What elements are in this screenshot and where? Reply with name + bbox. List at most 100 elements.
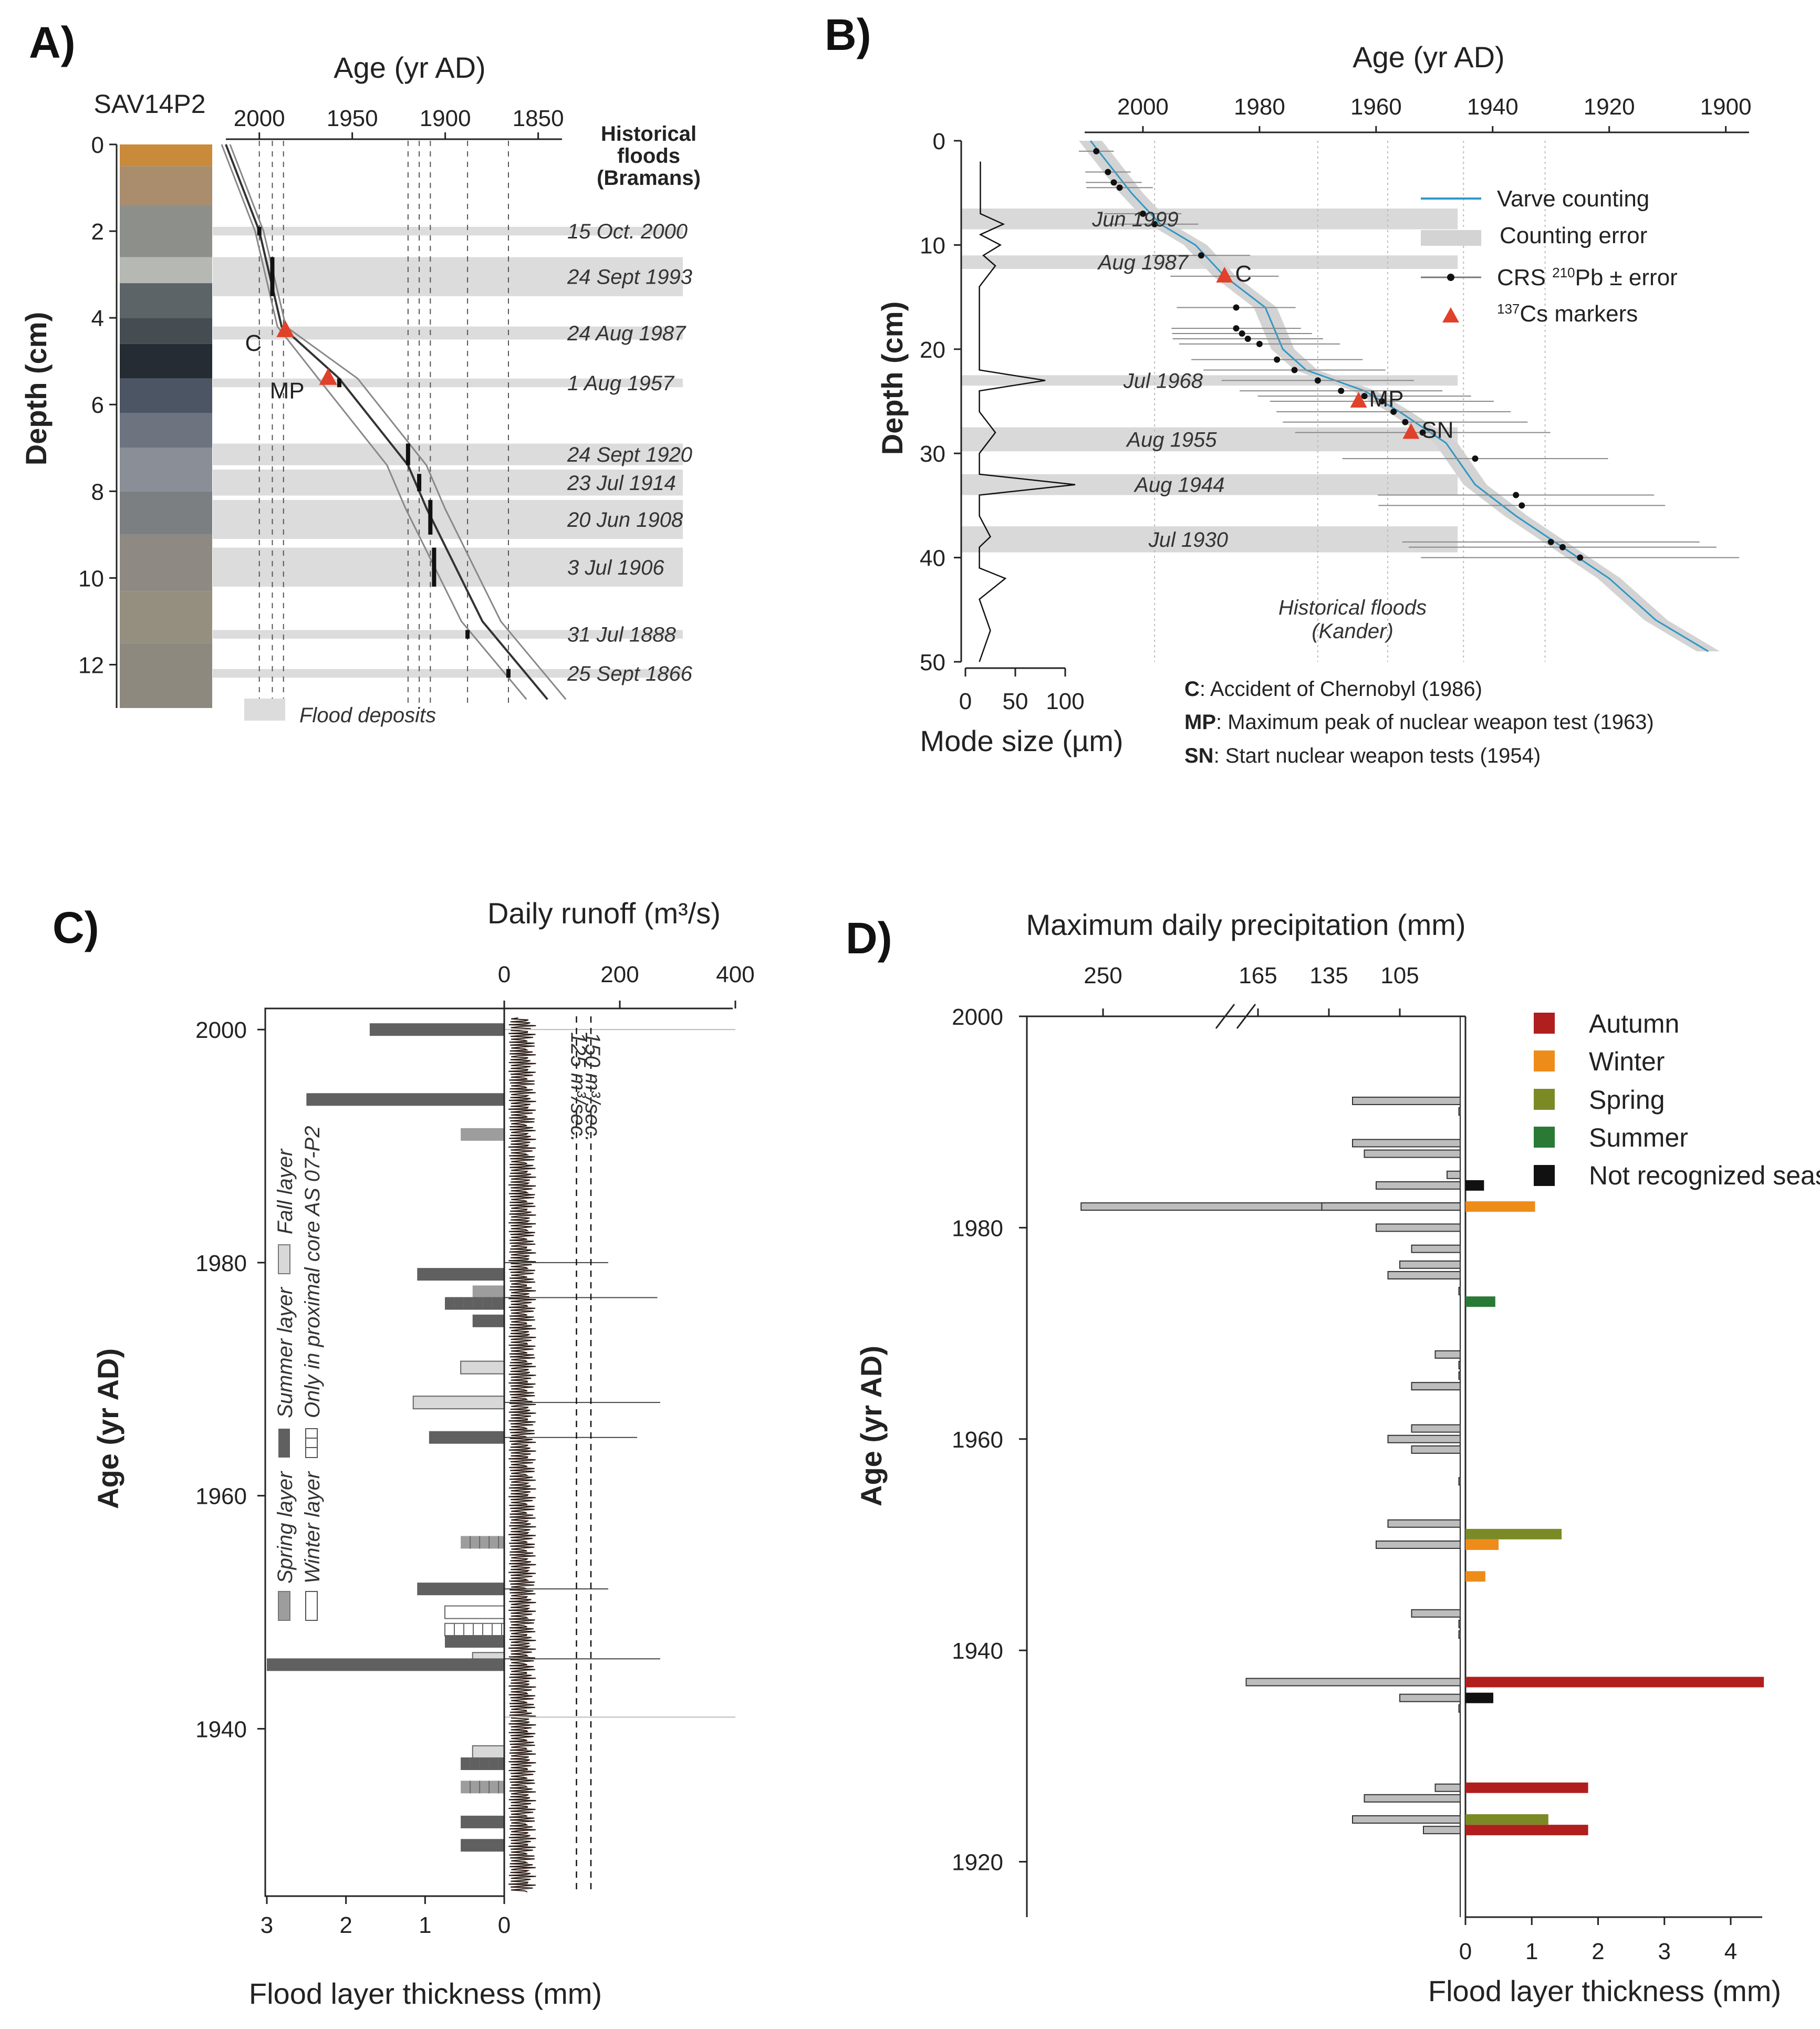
panel-d-ylabel: Age (yr AD) <box>855 1346 888 1506</box>
legend-error-label: Counting error <box>1500 223 1647 248</box>
flood-band <box>961 208 1458 230</box>
y-tick-label: 30 <box>920 441 945 467</box>
precip-bar <box>1411 1244 1461 1253</box>
flood-label: Jul 1968 <box>1123 369 1203 392</box>
panel-a-core-label: SAV14P2 <box>93 89 205 119</box>
core-strip <box>120 283 212 318</box>
flood-label: 24 Sept 1993 <box>567 266 692 289</box>
core-strip <box>120 534 212 591</box>
age-depth-lower-bound <box>221 144 527 700</box>
y-tick-label: 2 <box>91 219 104 245</box>
precip-bar <box>1411 1382 1461 1391</box>
flood-label: Aug 1955 <box>1126 428 1217 451</box>
core-strip <box>120 166 212 205</box>
legend-fall-label: Fall layer <box>274 1148 297 1234</box>
flood-band <box>961 526 1458 553</box>
thickness-tick-label: 1 <box>1525 1939 1538 1964</box>
flood-deposits-swatch <box>244 699 285 721</box>
panel-b-age-depth: C MP SN <box>1078 140 1740 652</box>
legend-crs-label: CRS 210Pb ± error <box>1497 265 1678 290</box>
legend-title-line-2: floods <box>617 144 680 168</box>
crs-point <box>1233 304 1240 311</box>
y-tick-label: 1980 <box>195 1251 247 1276</box>
core-strip <box>120 318 212 344</box>
y-tick-label: 8 <box>91 479 104 505</box>
age-depth-upper-bound <box>229 144 567 700</box>
legend-crs-prefix: CRS <box>1497 265 1552 290</box>
y-tick-label: 10 <box>920 233 945 258</box>
thickness-tick-label: 2 <box>339 1912 352 1938</box>
legend-fall-swatch <box>278 1244 290 1274</box>
precip-bar <box>1411 1445 1461 1454</box>
legend-winter-swatch <box>305 1591 318 1621</box>
flood-deposits-label: Flood deposits <box>299 704 436 727</box>
y-tick-label: 0 <box>91 132 104 158</box>
panel-a-ylabel: Depth (cm) <box>19 312 53 465</box>
legend-pb-isotope: 210 <box>1552 265 1575 280</box>
thickness-tick-label: 0 <box>1459 1939 1472 1964</box>
precip-bar <box>1387 1434 1461 1443</box>
crs-point <box>1198 252 1204 259</box>
thickness-bar <box>1465 1814 1548 1825</box>
legend-cs-swatch <box>1442 307 1459 322</box>
flood-label: 3 Jul 1906 <box>567 556 664 579</box>
legend-winter-swatch <box>1534 1050 1555 1071</box>
y-tick-label: 20 <box>920 337 945 363</box>
runoff-tick-label: 400 <box>716 962 754 987</box>
panel-a-core-photo <box>120 144 212 708</box>
crs-point <box>1291 367 1298 373</box>
crs-point <box>1244 335 1251 342</box>
thickness-tick-label: 3 <box>261 1912 273 1938</box>
crs-point <box>1519 502 1525 509</box>
note-c: C: Accident of Chernobyl (1986) <box>1184 678 1482 701</box>
y-tick-label: 50 <box>920 650 945 675</box>
thickness-bar <box>417 1583 504 1596</box>
crs-point <box>1274 356 1281 363</box>
note-c-key: C <box>1184 678 1200 701</box>
flood-label: 25 Sept 1866 <box>567 662 693 685</box>
runoff-tick-label: 0 <box>498 962 511 987</box>
panel-d-bars <box>1465 1180 1764 1836</box>
x-tick-label: 1900 <box>420 106 471 131</box>
precip-bar <box>1434 1350 1461 1359</box>
core-strip <box>120 144 212 167</box>
precip-bar <box>1458 1477 1461 1486</box>
panel-b: B) Age (yr AD) 2000 1980 1960 1940 1920 1900 … <box>825 10 1752 767</box>
core-strip <box>120 413 212 448</box>
precip-bar <box>1352 1815 1461 1824</box>
note-mp-key: MP <box>1184 711 1216 734</box>
y-tick-label: 1960 <box>952 1427 1003 1453</box>
legend-spring-label: Spring <box>1589 1085 1665 1115</box>
x-tick-label: 1980 <box>1234 94 1285 120</box>
cs-marker-label: C <box>1235 261 1252 287</box>
crs-point <box>1338 388 1345 394</box>
precip-tick-label: 135 <box>1309 963 1348 989</box>
precip-bar <box>1458 1287 1461 1296</box>
legend-winter-label: Winter layer <box>301 1471 324 1584</box>
crs-point <box>1390 408 1397 415</box>
crs-point <box>1361 393 1368 400</box>
core-strip <box>120 378 212 413</box>
thickness-bar <box>444 1622 505 1637</box>
precip-bar <box>1321 1202 1461 1211</box>
y-tick-label: 40 <box>920 546 945 571</box>
precip-label: Maximum daily precipitation (mm) <box>1026 908 1465 941</box>
panel-c-legend: Spring layer Winter layer Summer layer O… <box>274 1126 324 1621</box>
x-tick-label: 1940 <box>1467 94 1519 120</box>
crs-point <box>1239 330 1245 337</box>
legend-summer-swatch <box>1534 1127 1555 1148</box>
thickness-bar <box>1465 1782 1588 1793</box>
panel-c-label: C) <box>53 903 99 952</box>
thickness-bar <box>306 1093 504 1106</box>
legend-cs-isotope: 137 <box>1497 301 1520 317</box>
precip-bar <box>1458 1371 1461 1380</box>
flood-label: 31 Jul 1888 <box>567 623 677 647</box>
precip-bar <box>1399 1693 1461 1702</box>
legend-unknown-swatch <box>1534 1165 1555 1186</box>
legend-proximal-label: Only in proximal core AS 07-P2 <box>301 1126 324 1418</box>
legend-spring-label: Spring layer <box>274 1471 297 1584</box>
note-sn-key: SN <box>1184 744 1214 767</box>
cs-marker-label: MP <box>270 378 305 404</box>
axis-break-2 <box>1236 1004 1256 1029</box>
